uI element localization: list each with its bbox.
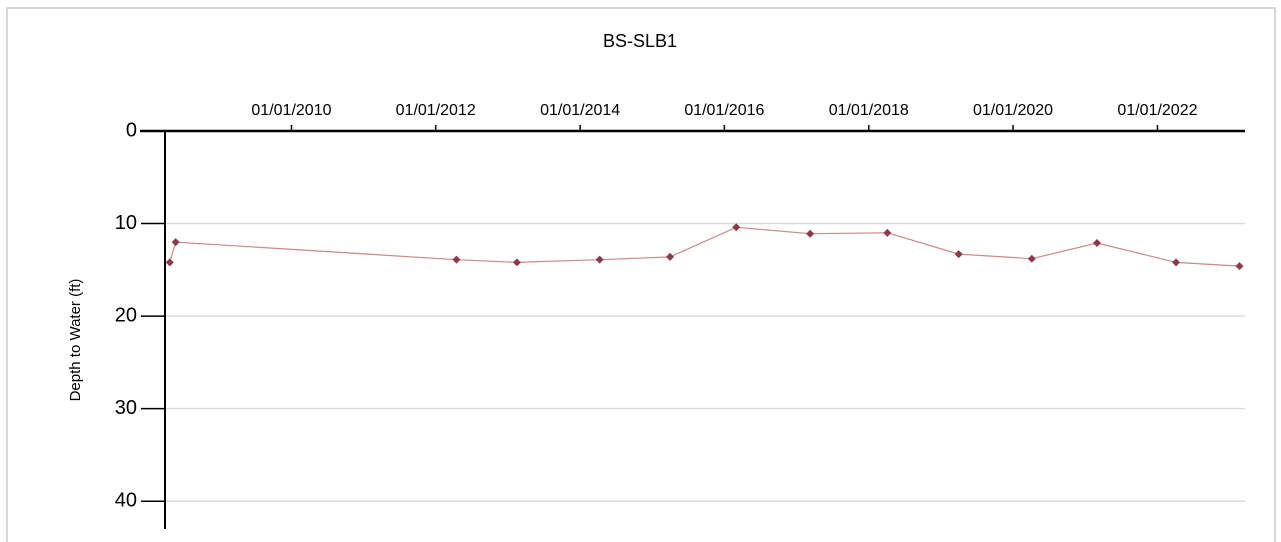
data-point xyxy=(806,229,815,238)
y-tick-label: 10 xyxy=(115,212,137,234)
data-point xyxy=(1093,238,1102,247)
data-point xyxy=(165,258,174,267)
x-tick-label: 01/01/2012 xyxy=(396,102,476,119)
chart-frame xyxy=(6,7,1276,542)
data-point xyxy=(1027,254,1036,263)
data-point xyxy=(666,252,675,261)
data-point xyxy=(954,250,963,259)
data-point xyxy=(883,228,892,237)
data-line xyxy=(169,226,1240,267)
data-point xyxy=(732,223,741,232)
y-axis-label: Depth to Water (ft) xyxy=(67,279,84,402)
data-point xyxy=(595,255,604,264)
y-tick-label: 20 xyxy=(115,304,137,326)
data-point xyxy=(1172,258,1181,267)
x-tick-label: 01/01/2018 xyxy=(829,102,909,119)
x-tick-label: 01/01/2016 xyxy=(684,102,764,119)
x-tick-label: 01/01/2020 xyxy=(973,102,1053,119)
x-tick-label: 01/01/2014 xyxy=(540,102,620,119)
data-point xyxy=(452,255,461,264)
y-tick-label: 0 xyxy=(126,119,137,141)
x-tick-label: 01/01/2022 xyxy=(1117,102,1197,119)
data-point xyxy=(171,238,180,247)
y-tick-label: 30 xyxy=(115,397,137,419)
chart-title: BS-SLB1 xyxy=(603,31,677,51)
x-tick-label: 01/01/2010 xyxy=(251,102,331,119)
y-tick-label: 40 xyxy=(115,490,137,512)
data-point xyxy=(1235,262,1244,271)
data-point xyxy=(512,258,521,267)
